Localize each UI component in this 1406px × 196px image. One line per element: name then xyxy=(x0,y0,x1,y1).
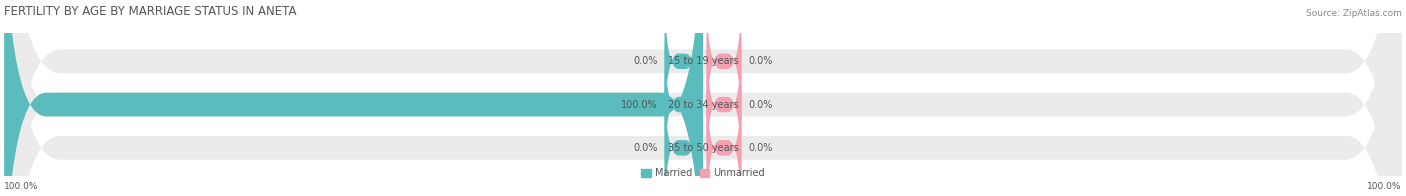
Text: 20 to 34 years: 20 to 34 years xyxy=(668,100,738,110)
FancyBboxPatch shape xyxy=(706,26,741,183)
Text: 100.0%: 100.0% xyxy=(621,100,658,110)
FancyBboxPatch shape xyxy=(4,0,1402,196)
Text: 100.0%: 100.0% xyxy=(4,182,39,191)
Text: 15 to 19 years: 15 to 19 years xyxy=(668,56,738,66)
Text: 35 to 50 years: 35 to 50 years xyxy=(668,143,738,153)
FancyBboxPatch shape xyxy=(706,0,741,140)
FancyBboxPatch shape xyxy=(665,26,700,183)
Legend: Married, Unmarried: Married, Unmarried xyxy=(641,168,765,178)
FancyBboxPatch shape xyxy=(4,0,703,196)
FancyBboxPatch shape xyxy=(665,69,700,196)
Text: 0.0%: 0.0% xyxy=(748,56,773,66)
Text: 100.0%: 100.0% xyxy=(1367,182,1402,191)
FancyBboxPatch shape xyxy=(665,0,700,140)
Text: 0.0%: 0.0% xyxy=(633,143,658,153)
Text: 0.0%: 0.0% xyxy=(633,56,658,66)
Text: 0.0%: 0.0% xyxy=(748,143,773,153)
FancyBboxPatch shape xyxy=(4,0,1402,196)
Text: FERTILITY BY AGE BY MARRIAGE STATUS IN ANETA: FERTILITY BY AGE BY MARRIAGE STATUS IN A… xyxy=(4,5,297,18)
Text: 0.0%: 0.0% xyxy=(748,100,773,110)
FancyBboxPatch shape xyxy=(706,69,741,196)
FancyBboxPatch shape xyxy=(4,0,1402,196)
Text: Source: ZipAtlas.com: Source: ZipAtlas.com xyxy=(1306,9,1402,18)
